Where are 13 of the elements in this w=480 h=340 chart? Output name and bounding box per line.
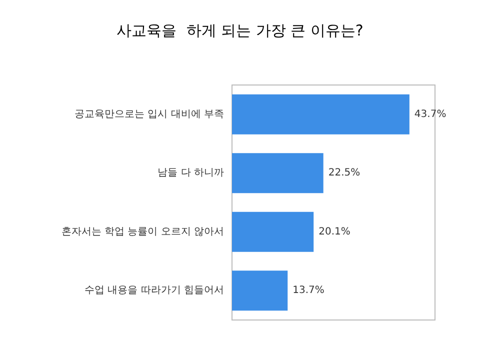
data-label: 20.1% [318, 226, 350, 238]
y-tick-label: 혼자서는 학업 능률이 오르지 않아서 [61, 226, 224, 238]
chart-title: 사교육을 하게 되는 가장 큰 이유는? [116, 22, 364, 40]
bar [232, 153, 324, 194]
bar [232, 270, 288, 311]
y-tick-label: 남들 다 하니까 [158, 168, 224, 179]
bar [232, 94, 410, 134]
bar [232, 212, 314, 252]
y-tick-label: 수업 내용을 따라가기 힘들어서 [84, 285, 224, 296]
data-label: 22.5% [328, 168, 360, 179]
data-label: 13.7% [292, 285, 324, 296]
y-tick-label: 공교육만으로는 입시 대비에 부족 [74, 108, 224, 120]
data-label: 43.7% [414, 108, 446, 120]
